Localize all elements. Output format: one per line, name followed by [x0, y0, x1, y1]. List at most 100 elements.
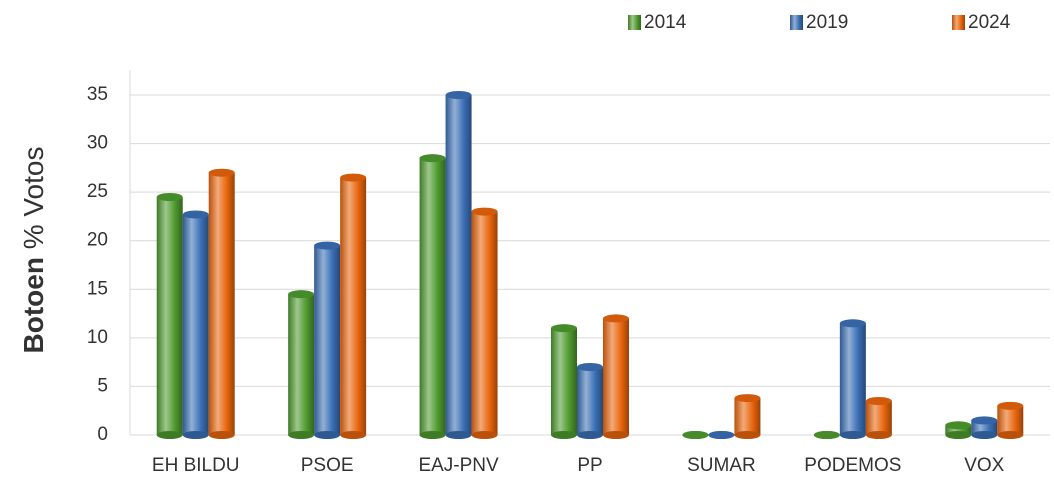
bar-top [997, 401, 1024, 410]
bar-base [445, 431, 472, 439]
bar [445, 91, 472, 439]
bar [708, 431, 735, 439]
bar-base [471, 431, 498, 439]
x-tick-label: SUMAR [687, 455, 756, 476]
bar-top [551, 324, 577, 333]
bar-top [682, 431, 709, 439]
bar-base [734, 431, 761, 439]
bar [603, 314, 629, 439]
x-tick-label: EAJ-PNV [418, 455, 499, 476]
bar [997, 401, 1024, 439]
bar-base [971, 431, 998, 439]
bar-body [734, 398, 761, 435]
y-tick-label: 5 [97, 375, 108, 396]
bar-body [551, 328, 577, 435]
bar-body [471, 211, 498, 435]
bar-top [839, 319, 866, 328]
bar [839, 319, 866, 439]
bar [813, 431, 840, 439]
bar-top [208, 168, 235, 177]
bar [288, 290, 315, 439]
bar [577, 363, 603, 439]
x-tick-label: PODEMOS [804, 455, 901, 476]
y-axis-label-bold: Botoen [18, 257, 49, 353]
x-tick-label: EH BILDU [152, 455, 240, 476]
bar [314, 241, 341, 439]
bar-base [551, 431, 577, 439]
bar-body [340, 177, 367, 436]
bar-base [314, 431, 341, 439]
bar-body [208, 172, 235, 435]
x-tick-label: PSOE [301, 455, 354, 476]
bar-top [182, 210, 209, 219]
bar-body [971, 420, 998, 435]
bar-body [445, 95, 472, 435]
bar-top [577, 363, 603, 371]
y-axis-label: Botoen % Votos [18, 147, 49, 354]
bar-base [603, 431, 629, 439]
legend-label: 2024 [968, 12, 1011, 33]
bar-base [340, 431, 367, 439]
bar-body [945, 425, 972, 435]
bar-body [997, 405, 1024, 435]
bar [471, 207, 498, 439]
bar [419, 154, 446, 439]
bar-top [734, 394, 761, 403]
bar [865, 397, 892, 439]
bar [208, 168, 235, 439]
bar-top [445, 91, 472, 99]
bar-top [340, 173, 367, 182]
bar-top [314, 241, 341, 250]
bar-top [708, 431, 735, 439]
bar-top [945, 421, 972, 430]
bar-top [865, 397, 892, 405]
bar-base [288, 431, 315, 439]
y-tick-label: 15 [87, 278, 108, 299]
bar-body [577, 367, 603, 435]
bar-base [577, 431, 603, 439]
x-tick-label: PP [577, 455, 602, 476]
bar-body [603, 318, 629, 435]
legend-label: 2014 [644, 12, 687, 33]
bar-base [208, 431, 235, 439]
bar-top [471, 207, 498, 216]
bar [156, 193, 183, 439]
bar-body [865, 401, 892, 435]
bar-body [156, 197, 183, 435]
x-tick-label: VOX [964, 455, 1004, 476]
bar [182, 210, 209, 439]
bar-base [839, 431, 866, 439]
y-tick-label: 10 [87, 327, 108, 348]
bar [945, 421, 972, 439]
bar-base [997, 431, 1024, 439]
bar-top [419, 154, 446, 163]
bar-base [182, 431, 209, 439]
legend-swatch [790, 15, 803, 30]
bar-base [156, 431, 183, 439]
bar-top [813, 431, 840, 439]
legend-label: 2019 [806, 12, 848, 33]
bar-top [971, 416, 998, 425]
y-tick-label: 30 [87, 133, 108, 154]
bar [340, 173, 367, 439]
bar-base [945, 431, 972, 439]
bar-base [419, 431, 446, 439]
legend-swatch [952, 15, 965, 30]
y-tick-label: 20 [87, 230, 108, 251]
bar [971, 416, 998, 439]
y-axis-label-rest: % Votos [18, 147, 49, 250]
bar-body [288, 294, 315, 435]
bar-top [288, 290, 315, 299]
bar-base [865, 431, 892, 439]
y-tick-label: 25 [87, 181, 108, 202]
bar-top [156, 193, 183, 201]
bar-body [314, 245, 341, 435]
bar-body [182, 214, 209, 435]
bar-body [419, 158, 446, 435]
bar [682, 431, 709, 439]
bar-top [603, 314, 629, 323]
y-tick-label: 0 [97, 424, 108, 445]
bar [734, 394, 761, 439]
legend-swatch [628, 15, 641, 30]
